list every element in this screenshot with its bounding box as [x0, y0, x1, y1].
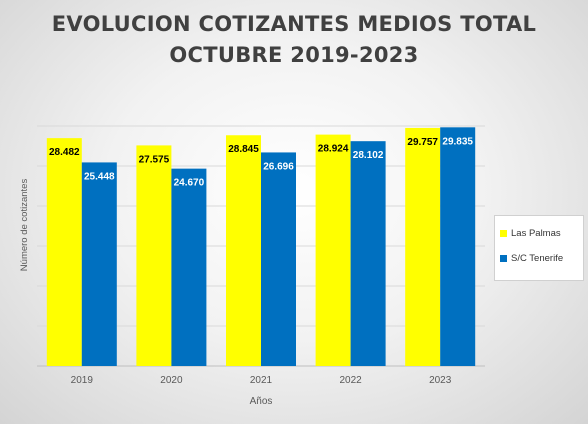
data-label-s-c-tenerife-2023: 29.835 — [442, 136, 473, 147]
data-label-s-c-tenerife-2022: 28.102 — [353, 150, 384, 161]
legend-swatch-sc-tenerife — [500, 255, 507, 262]
bar-las-palmas-2019 — [46, 138, 82, 366]
bar-las-palmas-2020 — [136, 145, 172, 366]
x-tick-label-2020: 2020 — [160, 375, 183, 386]
legend-item-sc-tenerife: S/C Tenerife — [500, 253, 563, 264]
bar-las-palmas-2021 — [226, 135, 261, 366]
data-label-las-palmas-2020: 27.575 — [139, 154, 170, 165]
bar-las-palmas-2023 — [405, 127, 441, 366]
legend: Las Palmas S/C Tenerife — [494, 215, 584, 281]
x-tick-label-2019: 2019 — [71, 375, 94, 386]
legend-label-las-palmas: Las Palmas — [511, 228, 561, 239]
data-label-s-c-tenerife-2019: 25.448 — [84, 171, 115, 182]
x-tick-label-2022: 2022 — [339, 375, 362, 386]
legend-swatch-las-palmas — [500, 230, 507, 237]
chart-title-line-2: OCTUBRE 2019-2023 — [169, 43, 419, 67]
legend-label-sc-tenerife: S/C Tenerife — [511, 253, 564, 264]
bar-s-c-tenerife-2023 — [440, 127, 476, 366]
x-axis-title: Años — [250, 396, 273, 407]
bar-s-c-tenerife-2020 — [171, 168, 207, 366]
data-label-las-palmas-2022: 28.924 — [318, 144, 349, 155]
bar-s-c-tenerife-2019 — [81, 162, 117, 366]
data-label-las-palmas-2019: 28.482 — [49, 147, 80, 158]
x-tick-label-2021: 2021 — [250, 375, 273, 386]
data-label-s-c-tenerife-2021: 26.696 — [263, 161, 294, 172]
bar-s-c-tenerife-2021 — [261, 152, 296, 366]
chart-title-line-1: EVOLUCION COTIZANTES MEDIOS TOTAL — [51, 12, 537, 36]
bar-s-c-tenerife-2022 — [350, 141, 386, 366]
legend-item-las-palmas: Las Palmas — [500, 228, 561, 239]
data-label-las-palmas-2023: 29.757 — [407, 137, 438, 148]
data-label-s-c-tenerife-2020: 24.670 — [174, 178, 205, 189]
y-axis-title: Número de cotizantes — [19, 179, 30, 272]
x-tick-label-2023: 2023 — [429, 375, 452, 386]
data-label-las-palmas-2021: 28.845 — [228, 144, 259, 155]
bar-las-palmas-2022 — [315, 134, 351, 366]
